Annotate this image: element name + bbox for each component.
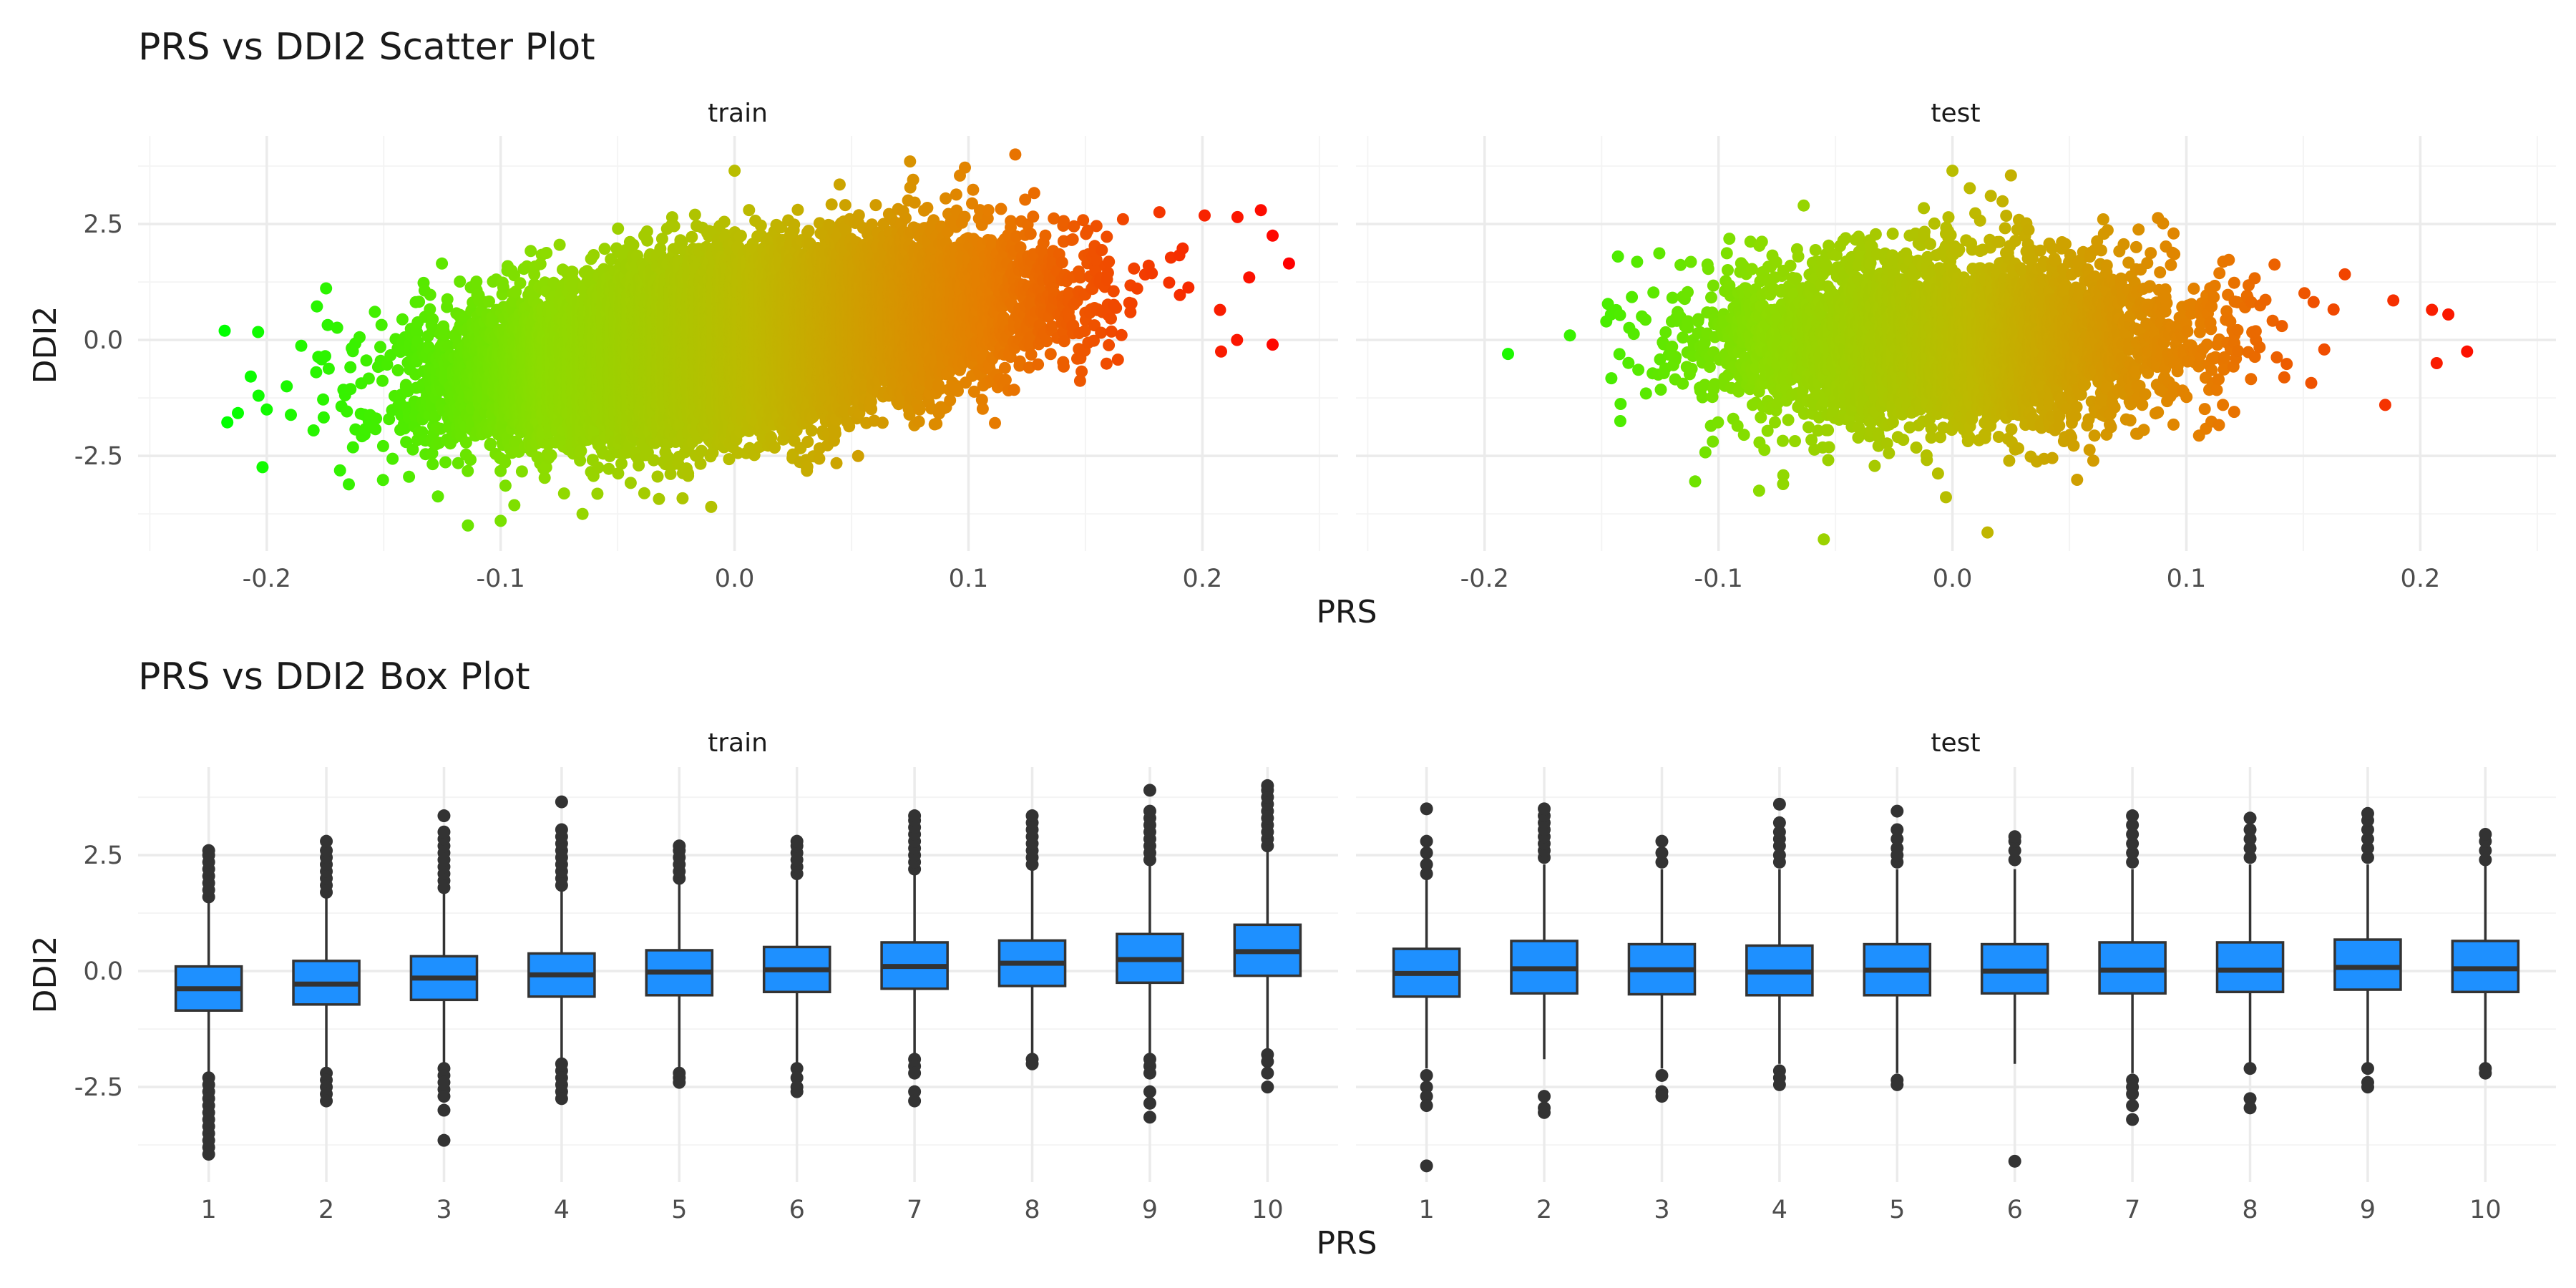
scatter-point (540, 247, 552, 259)
scatter-point (599, 243, 611, 255)
scatter-point (554, 239, 566, 251)
scatter-point (311, 301, 323, 313)
scatter-point (260, 404, 273, 416)
scatter-point (641, 235, 653, 247)
scatter-point (615, 457, 628, 469)
scatter-point (454, 275, 466, 288)
scatter-point (392, 364, 404, 376)
scatter-point (432, 490, 444, 502)
scatter-point (592, 462, 605, 474)
scatter-point (256, 461, 268, 473)
scatter-point (323, 363, 335, 375)
scatter-point (545, 449, 557, 462)
scatter-point (525, 245, 537, 257)
scatter-point (344, 361, 356, 374)
scatter-point (377, 474, 389, 486)
scatter-point (514, 277, 527, 289)
scatter-point (376, 319, 388, 331)
scatter-point (426, 458, 439, 470)
scatter-point (575, 445, 587, 457)
scatter-point (464, 454, 477, 466)
scatter-point (370, 412, 382, 424)
scatter-point (221, 416, 233, 429)
scatter-point (587, 249, 600, 261)
scatter-point (628, 239, 640, 251)
scatter-point (633, 459, 645, 472)
scatter-point (499, 479, 512, 492)
scatter-point (361, 354, 373, 366)
scatter-point (285, 409, 297, 421)
scatter-point (219, 325, 231, 337)
scatter-point (343, 478, 355, 490)
scatter-panel-train-label: train (708, 99, 768, 128)
scatter-section-title: PRS vs DDI2 Scatter Plot (138, 26, 595, 69)
scatter-point (462, 465, 474, 477)
scatter-point (252, 326, 264, 338)
scatter-point (353, 331, 366, 343)
scatter-point (377, 440, 389, 452)
scatter-point (625, 477, 637, 489)
scatter-point (331, 322, 343, 334)
scatter-point (558, 487, 570, 499)
scatter-point (317, 394, 329, 406)
scatter-point (612, 223, 624, 235)
scatter-point (396, 313, 409, 326)
scatter-point (591, 488, 603, 500)
scatter-point (386, 453, 399, 465)
scatter-point (539, 472, 551, 484)
scatter-point (363, 373, 375, 385)
scatter-point (369, 306, 381, 318)
scatter-point (508, 499, 520, 512)
scatter-point (638, 487, 650, 499)
scatter-point (516, 465, 528, 477)
scatter-point (334, 464, 346, 477)
scatter-point (577, 508, 589, 520)
scatter-point (439, 457, 452, 469)
scatter-point (369, 423, 381, 435)
scatter-point (494, 514, 507, 527)
scatter-point (462, 519, 474, 532)
scatter-point (232, 407, 244, 419)
scatter-point (403, 471, 415, 483)
scatter-point (308, 424, 320, 436)
scatter-point (441, 293, 454, 306)
scatter-point (320, 283, 332, 295)
scatter-point (347, 441, 359, 454)
scatter-point (374, 341, 386, 353)
scatter-point (341, 406, 353, 418)
scatter-point (652, 471, 664, 483)
scatter-point (296, 340, 308, 352)
scatter-panel-test-label: test (1931, 99, 1980, 128)
scatter-point (376, 375, 389, 387)
scatter-point (319, 350, 331, 362)
scatter-point (318, 411, 330, 424)
scatter-point (245, 371, 257, 383)
scatter-point (424, 289, 436, 301)
scatter-point (280, 380, 293, 392)
scatter-point (436, 258, 448, 270)
scatter-point (413, 296, 425, 308)
scatter-point (344, 383, 356, 395)
scatter-point (253, 390, 265, 402)
scatter-point (310, 366, 322, 379)
